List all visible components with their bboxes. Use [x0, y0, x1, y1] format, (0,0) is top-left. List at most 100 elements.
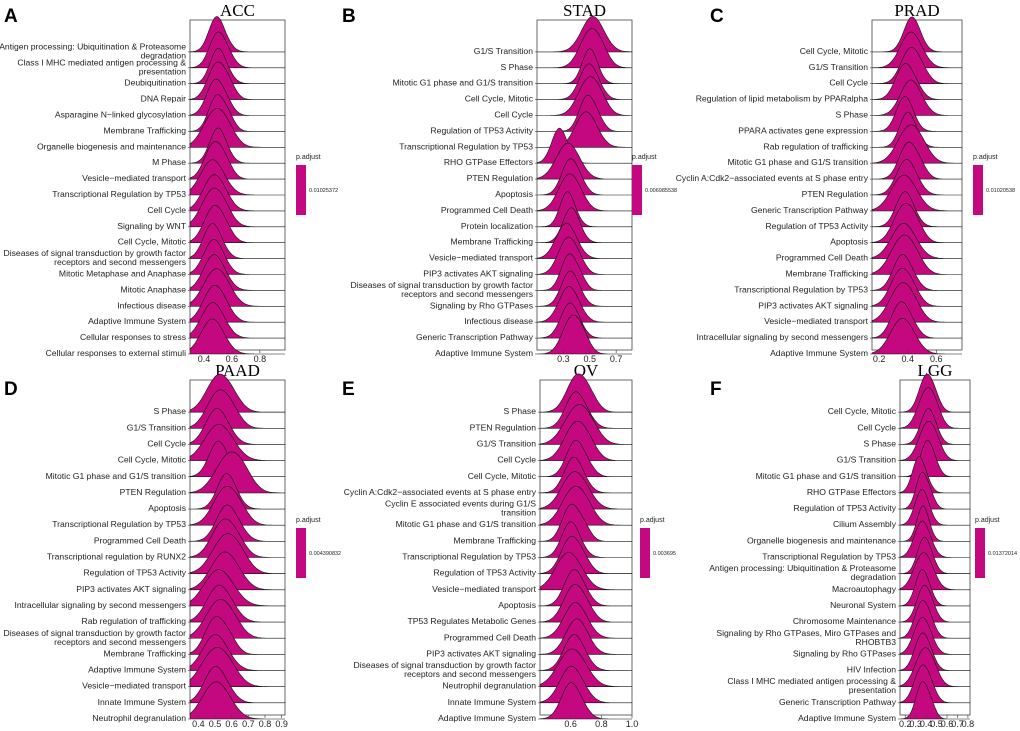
- legend-value: 0.006985538: [645, 188, 677, 194]
- row-label: Regulation of TP53 Activity: [765, 221, 868, 231]
- row-label: Diseases of signal transduction by growt…: [354, 660, 537, 679]
- row-label: Membrane Trafficking: [454, 535, 537, 545]
- ridge: [872, 141, 962, 180]
- row-label: PPARA activates gene expression: [738, 125, 868, 135]
- ridge: [539, 682, 632, 720]
- row-label: Transcriptional regulation by RUNX2: [47, 552, 186, 562]
- row-label: Innate Immune System: [448, 697, 536, 707]
- x-tick-label: 0.6: [930, 354, 943, 364]
- ridge: [539, 456, 632, 494]
- ridge: [539, 569, 633, 607]
- row-label: Membrane Trafficking: [786, 269, 869, 279]
- row-label: G1/S Transition: [127, 422, 186, 432]
- x-tick-label: 0.4: [198, 354, 211, 364]
- ridge: [872, 16, 962, 53]
- row-label: G1/S Transition: [837, 455, 896, 465]
- row-label: Cell Cycle, Mitotic: [468, 471, 537, 481]
- row-label: RHO GTPase Effectors: [807, 487, 896, 497]
- row-label: Cilium Assembly: [833, 519, 897, 529]
- row-label: Cell Cycle: [829, 78, 868, 88]
- row-label: Mitotic G1 phase and G1/S transition: [396, 519, 537, 529]
- row-label: Cell Cycle: [147, 438, 186, 448]
- row-label: Vesicle−mediated transport: [764, 316, 869, 326]
- ridge: [899, 420, 970, 461]
- ridge: [189, 681, 285, 720]
- ridge: [539, 552, 632, 591]
- panel-d: D PAAD S Phase G1/S Transition Cell Cycle Cel…: [4, 361, 342, 729]
- row-label: S Phase: [501, 62, 534, 72]
- row-label: Infectious disease: [464, 316, 533, 326]
- x-tick-label: 0.7: [242, 719, 255, 729]
- row-label: Cellular responses to external stimuli: [46, 348, 187, 358]
- row-label: Antigen processing: Ubiquitination & Pro…: [0, 41, 186, 60]
- ridge: [872, 79, 962, 116]
- panel-c: C PRAD Cell Cycle, Mitotic G1/S Transition C…: [676, 1, 1015, 364]
- ridge: [536, 286, 632, 323]
- ridge: [899, 373, 971, 413]
- row-label: TP53 Regulates Metabolic Genes: [408, 616, 537, 626]
- row-label: Organelle biogenesis and maintenance: [37, 141, 186, 151]
- ridge: [539, 602, 633, 639]
- row-label: HIV Infection: [847, 665, 896, 675]
- panel-letter: D: [4, 379, 18, 400]
- row-label: Transcriptional Regulation by TP53: [52, 189, 186, 199]
- ridge: [537, 48, 632, 84]
- legend-value: 0.01025372: [309, 188, 338, 194]
- row-label: Adaptive Immune System: [435, 348, 533, 358]
- ridge: [539, 485, 632, 526]
- legend-colorbar: [975, 528, 985, 578]
- row-label: Rab regulation of trafficking: [82, 616, 187, 626]
- ridge: [871, 63, 962, 100]
- legend-title: p.adjust: [632, 154, 657, 161]
- row-label: Neuronal System: [830, 600, 896, 610]
- row-label: Programmed Cell Death: [441, 205, 533, 215]
- panel-b: B STAD G1/S Transition S Phase Mitotic G1 ph…: [342, 1, 677, 364]
- row-label: Regulation of TP53 Activity: [793, 503, 896, 513]
- x-tick-label: 0.5: [584, 354, 597, 364]
- ridge: [539, 420, 632, 461]
- row-label: RHO GTPase Effectors: [444, 157, 533, 167]
- x-tick-label: 0.6: [564, 719, 577, 729]
- row-label: Innate Immune System: [98, 697, 186, 707]
- ridge: [539, 583, 632, 623]
- row-label: PTEN Regulation: [802, 189, 869, 199]
- x-tick-label: 0.7: [951, 719, 964, 729]
- row-label: Macroautophagy: [832, 584, 897, 594]
- row-label: Cyclin E associated events during G1/S tr…: [385, 499, 536, 518]
- row-label: Vesicle−mediated transport: [429, 253, 534, 263]
- row-label: PTEN Regulation: [470, 422, 537, 432]
- x-tick-label: 0.8: [259, 719, 272, 729]
- row-label: G1/S Transition: [474, 46, 533, 56]
- row-label: Signaling by WNT: [117, 221, 187, 231]
- row-label: PIP3 activates AKT signaling: [76, 584, 186, 594]
- panel-letter: B: [342, 6, 356, 27]
- row-label: PTEN Regulation: [467, 173, 534, 183]
- row-label: Adaptive Immune System: [438, 713, 536, 723]
- row-label: Apoptosis: [495, 189, 533, 199]
- row-label: G1/S Transition: [477, 438, 536, 448]
- row-label: Membrane Trafficking: [451, 237, 534, 247]
- row-label: Mitotic G1 phase and G1/S transition: [756, 471, 897, 481]
- panel-title: ACC: [220, 1, 255, 20]
- ridge: [899, 408, 971, 445]
- ridge: [189, 486, 285, 526]
- row-label: Transcriptional Regulation by TP53: [402, 552, 536, 562]
- row-label: Programmed Cell Death: [776, 253, 868, 263]
- row-label: Vesicle−mediated transport: [432, 584, 537, 594]
- row-label: Intracellular signaling by second messen…: [697, 332, 869, 342]
- ridge: [539, 471, 633, 510]
- row-label: Programmed Cell Death: [444, 632, 536, 642]
- row-label: Cell Cycle, Mitotic: [800, 46, 869, 56]
- x-tick-label: 0.6: [941, 719, 954, 729]
- row-label: PTEN Regulation: [120, 487, 187, 497]
- row-label: S Phase: [864, 438, 897, 448]
- ridge: [189, 451, 285, 494]
- ridge: [536, 302, 632, 339]
- row-label: Antigen processing: Ubiquitination & Pro…: [709, 563, 896, 582]
- row-label: Programmed Cell Death: [94, 535, 186, 545]
- panel-letter: A: [4, 6, 18, 27]
- x-tick-label: 0.6: [226, 354, 239, 364]
- x-tick-label: 0.7: [610, 354, 623, 364]
- x-tick-label: 0.5: [930, 719, 943, 729]
